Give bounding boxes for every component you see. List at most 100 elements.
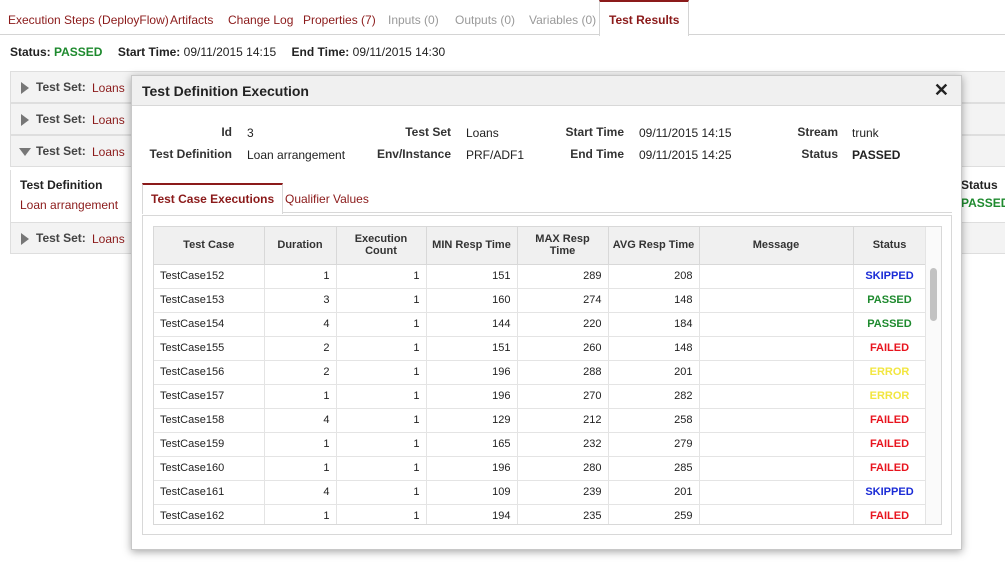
status-header: Status [961, 178, 998, 192]
column-header-message[interactable]: Message [699, 227, 854, 265]
collapse-arrow-icon[interactable] [19, 148, 31, 156]
table-row[interactable]: TestCase161 4 1 109 239 201 SKIPPED [154, 480, 927, 505]
stream-value: trunk [852, 126, 879, 140]
column-header-avg-resp-time[interactable]: AVG Resp Time [608, 227, 700, 265]
table-row[interactable]: TestCase152 1 1 151 289 208 SKIPPED [154, 264, 927, 289]
test-set-link[interactable]: Loans [92, 232, 125, 246]
column-header-min-resp-time[interactable]: MIN Resp Time [426, 227, 518, 265]
cell-max-resp-time: 280 [517, 456, 609, 481]
cell-execution-count: 1 [336, 384, 427, 409]
test-set-value: Loans [466, 126, 499, 140]
table-row[interactable]: TestCase157 1 1 196 270 282 ERROR [154, 384, 927, 409]
table-row[interactable]: TestCase162 1 1 194 235 259 FAILED [154, 504, 927, 524]
test-definition-value: Loan arrangement [247, 148, 346, 162]
table-row[interactable]: TestCase154 4 1 144 220 184 PASSED [154, 312, 927, 337]
test-definition-execution-dialog: Test Definition Execution ✕ Id 3 Test De… [131, 75, 962, 550]
cell-execution-count: 1 [336, 264, 427, 289]
cell-execution-count: 1 [336, 360, 427, 385]
test-definition-header: Test Definition [20, 178, 103, 192]
cell-message [699, 432, 854, 457]
cell-status: PASSED [853, 288, 927, 313]
cell-max-resp-time: 274 [517, 288, 609, 313]
table-row[interactable]: TestCase156 2 1 196 288 201 ERROR [154, 360, 927, 385]
cell-message [699, 384, 854, 409]
cell-max-resp-time: 235 [517, 504, 609, 524]
scrollbar-thumb[interactable] [930, 268, 937, 321]
column-header-status[interactable]: Status [853, 227, 927, 265]
tab-inputs[interactable]: Inputs (0) [388, 13, 439, 27]
table-row[interactable]: TestCase158 4 1 129 212 258 FAILED [154, 408, 927, 433]
test-set-label: Test Set: [36, 112, 86, 126]
close-icon[interactable]: ✕ [933, 80, 949, 100]
tab-qualifier-values[interactable]: Qualifier Values [285, 192, 369, 206]
cell-avg-resp-time: 148 [608, 288, 700, 313]
cell-status: FAILED [853, 432, 927, 457]
cell-status: ERROR [853, 384, 927, 409]
cell-avg-resp-time: 285 [608, 456, 700, 481]
cell-avg-resp-time: 279 [608, 432, 700, 457]
cell-status: FAILED [853, 456, 927, 481]
tab-test-results[interactable]: Test Results [599, 0, 690, 36]
table-header-row: Test Case Duration Execution Count MIN R… [154, 227, 927, 265]
table-row[interactable]: TestCase153 3 1 160 274 148 PASSED [154, 288, 927, 313]
tab-test-case-executions[interactable]: Test Case Executions [142, 183, 284, 214]
cell-status: SKIPPED [853, 264, 927, 289]
cell-duration: 2 [264, 336, 337, 361]
tab-execution-steps[interactable]: Execution Steps (DeployFlow) [8, 13, 169, 27]
expand-arrow-icon[interactable] [21, 233, 29, 245]
test-set-link[interactable]: Loans [92, 113, 125, 127]
cell-max-resp-time: 239 [517, 480, 609, 505]
cell-execution-count: 1 [336, 504, 427, 524]
id-label: Id [221, 125, 232, 139]
table-row[interactable]: TestCase159 1 1 165 232 279 FAILED [154, 432, 927, 457]
table-row[interactable]: TestCase155 2 1 151 260 148 FAILED [154, 336, 927, 361]
cell-avg-resp-time: 208 [608, 264, 700, 289]
env-instance-value: PRF/ADF1 [466, 148, 525, 162]
cell-min-resp-time: 144 [426, 312, 518, 337]
cell-execution-count: 1 [336, 336, 427, 361]
cell-message [699, 408, 854, 433]
test-definition-link[interactable]: Loan arrangement [20, 198, 119, 212]
column-header-max-resp-time[interactable]: MAX Resp Time [517, 227, 609, 265]
test-set-link[interactable]: Loans [92, 145, 125, 159]
cell-test-case: TestCase157 [154, 384, 265, 409]
cell-message [699, 480, 854, 505]
cell-avg-resp-time: 184 [608, 312, 700, 337]
cell-execution-count: 1 [336, 408, 427, 433]
tab-properties[interactable]: Properties (7) [303, 13, 376, 27]
vertical-scrollbar[interactable] [925, 227, 941, 524]
start-time-label: Start Time [565, 125, 624, 139]
cell-min-resp-time: 194 [426, 504, 518, 524]
cell-duration: 3 [264, 288, 337, 313]
cell-message [699, 336, 854, 361]
column-header-test-case[interactable]: Test Case [154, 227, 265, 265]
test-set-detail: Test Definition Loan arrangement Status … [10, 170, 1005, 224]
cell-avg-resp-time: 258 [608, 408, 700, 433]
status-label: Status: [10, 45, 51, 59]
tab-outputs[interactable]: Outputs (0) [455, 13, 516, 27]
expand-arrow-icon[interactable] [21, 114, 29, 126]
cell-min-resp-time: 196 [426, 384, 518, 409]
tab-artifacts[interactable]: Artifacts [170, 13, 214, 27]
stream-label: Stream [797, 125, 838, 139]
test-set-link[interactable]: Loans [92, 81, 125, 95]
tab-variables[interactable]: Variables (0) [529, 13, 597, 27]
column-header-duration[interactable]: Duration [264, 227, 337, 265]
cell-min-resp-time: 151 [426, 336, 518, 361]
cell-message [699, 504, 854, 524]
cell-test-case: TestCase156 [154, 360, 265, 385]
cell-max-resp-time: 232 [517, 432, 609, 457]
cell-avg-resp-time: 282 [608, 384, 700, 409]
status-value: PASSED [54, 45, 103, 59]
cell-test-case: TestCase153 [154, 288, 265, 313]
end-time-label: End Time [570, 147, 624, 161]
cell-status: PASSED [853, 312, 927, 337]
tab-change-log[interactable]: Change Log [228, 13, 294, 27]
table-row[interactable]: TestCase160 1 1 196 280 285 FAILED [154, 456, 927, 481]
cell-status: ERROR [853, 360, 927, 385]
expand-arrow-icon[interactable] [21, 82, 29, 94]
cell-max-resp-time: 220 [517, 312, 609, 337]
column-header-execution-count[interactable]: Execution Count [336, 227, 427, 265]
cell-min-resp-time: 196 [426, 456, 518, 481]
cell-duration: 4 [264, 312, 337, 337]
